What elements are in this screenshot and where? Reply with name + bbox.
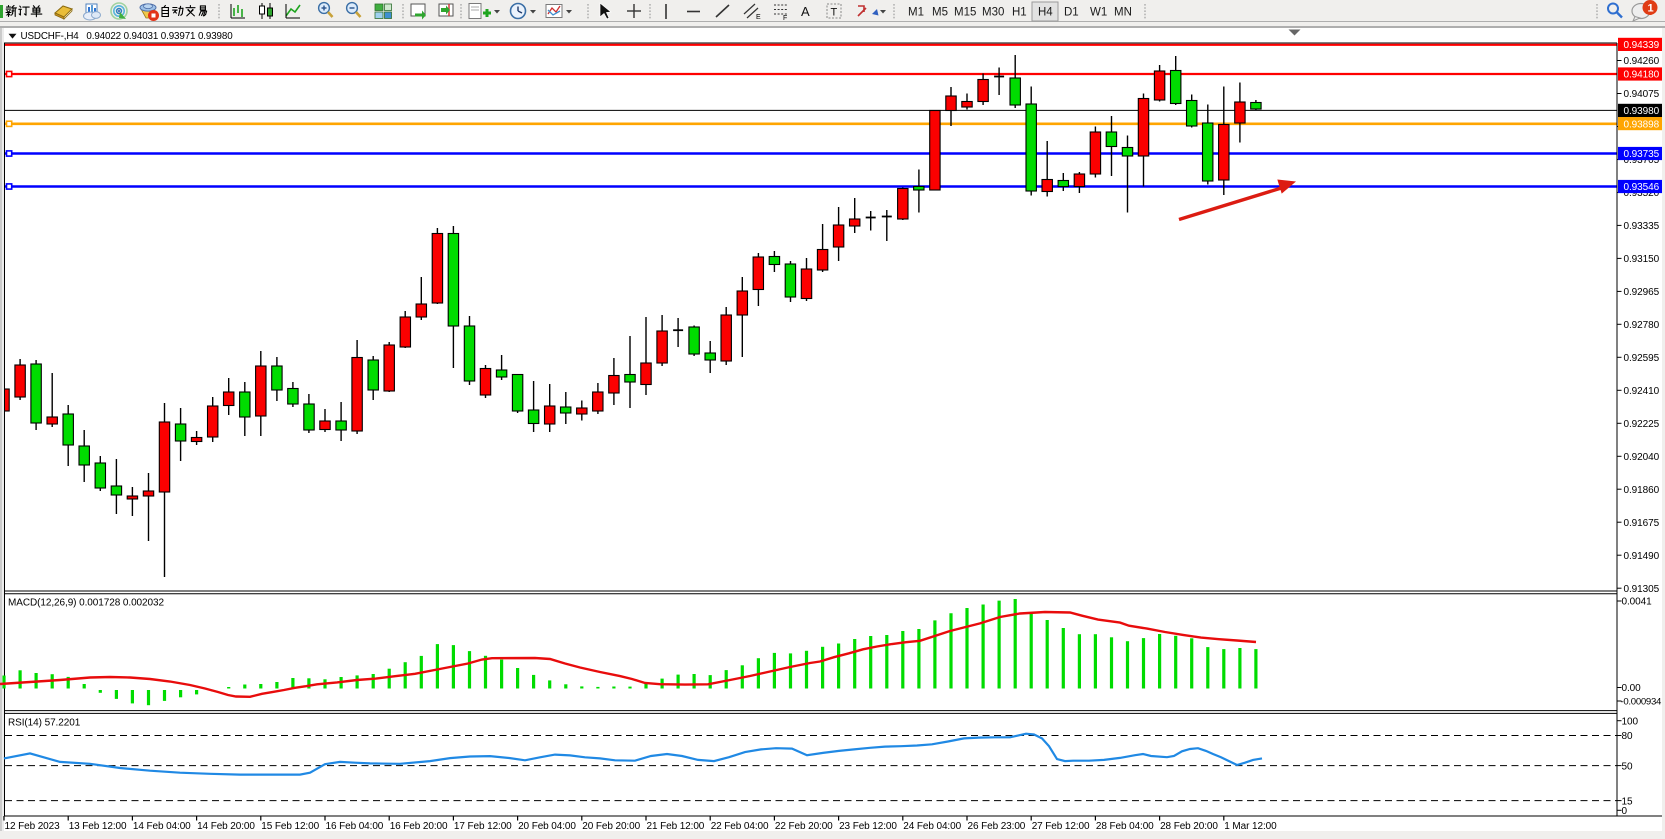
svg-text:80: 80 <box>1622 731 1633 742</box>
svg-text:M5: M5 <box>932 7 948 19</box>
svg-text:16 Feb 20:00: 16 Feb 20:00 <box>390 821 448 832</box>
svg-text:17 Feb 12:00: 17 Feb 12:00 <box>454 821 512 832</box>
svg-text:0.0041: 0.0041 <box>1622 597 1653 608</box>
svg-text:1: 1 <box>1648 3 1654 15</box>
svg-text:0.93980: 0.93980 <box>1624 106 1660 117</box>
svg-text:0.94075: 0.94075 <box>1624 89 1660 100</box>
svg-text:27 Feb 12:00: 27 Feb 12:00 <box>1032 821 1090 832</box>
svg-text:H4: H4 <box>1038 7 1053 19</box>
svg-text:12 Feb 2023: 12 Feb 2023 <box>5 821 61 832</box>
svg-text:D1: D1 <box>1064 7 1079 19</box>
svg-text:14 Feb 20:00: 14 Feb 20:00 <box>197 821 255 832</box>
svg-text:28 Feb 04:00: 28 Feb 04:00 <box>1096 821 1154 832</box>
svg-text:0.91305: 0.91305 <box>1624 584 1660 595</box>
svg-text:15 Feb 12:00: 15 Feb 12:00 <box>261 821 319 832</box>
svg-text:M30: M30 <box>982 7 1004 19</box>
svg-text:26 Feb 23:00: 26 Feb 23:00 <box>968 821 1026 832</box>
svg-text:0.92225: 0.92225 <box>1624 419 1660 430</box>
svg-text:1 Mar 12:00: 1 Mar 12:00 <box>1224 821 1277 832</box>
svg-text:H1: H1 <box>1012 7 1027 19</box>
svg-text:0.94339: 0.94339 <box>1624 40 1660 51</box>
svg-text:13 Feb 12:00: 13 Feb 12:00 <box>69 821 127 832</box>
svg-text:0.92410: 0.92410 <box>1624 386 1660 397</box>
svg-text:0.92040: 0.92040 <box>1624 452 1660 463</box>
svg-text:-0.000934: -0.000934 <box>1621 697 1662 708</box>
svg-text:21 Feb 12:00: 21 Feb 12:00 <box>647 821 705 832</box>
svg-text:USDCHF-,H4 0.94022 0.94031 0: USDCHF-,H4 0.94022 0.94031 0.93971 0.939… <box>21 31 234 42</box>
svg-text:0.92595: 0.92595 <box>1624 353 1660 364</box>
svg-text:0.93335: 0.93335 <box>1624 221 1660 232</box>
svg-text:20 Feb 20:00: 20 Feb 20:00 <box>582 821 640 832</box>
svg-text:0.91490: 0.91490 <box>1624 551 1660 562</box>
svg-text:0.93705: 0.93705 <box>1624 155 1660 166</box>
svg-text:22 Feb 20:00: 22 Feb 20:00 <box>775 821 833 832</box>
svg-text:22 Feb 04:00: 22 Feb 04:00 <box>711 821 769 832</box>
svg-text:M15: M15 <box>954 7 976 19</box>
svg-text:24 Feb 04:00: 24 Feb 04:00 <box>903 821 961 832</box>
svg-text:28 Feb 20:00: 28 Feb 20:00 <box>1160 821 1218 832</box>
svg-text:23 Feb 12:00: 23 Feb 12:00 <box>839 821 897 832</box>
svg-text:0.92965: 0.92965 <box>1624 287 1660 298</box>
svg-text:0.00: 0.00 <box>1622 683 1642 694</box>
svg-text:F: F <box>783 15 787 22</box>
svg-text:0.93898: 0.93898 <box>1624 119 1660 130</box>
svg-text:15: 15 <box>1622 796 1633 807</box>
svg-text:T: T <box>831 7 838 19</box>
svg-text:0.93546: 0.93546 <box>1624 182 1660 193</box>
svg-text:0.93150: 0.93150 <box>1624 254 1660 265</box>
svg-text:0: 0 <box>1622 806 1628 817</box>
svg-text:A: A <box>801 4 810 19</box>
svg-text:16 Feb 04:00: 16 Feb 04:00 <box>326 821 384 832</box>
svg-text:E: E <box>756 14 761 21</box>
svg-text:0.94260: 0.94260 <box>1624 56 1660 67</box>
svg-text:0.91860: 0.91860 <box>1624 485 1660 496</box>
svg-text:0.92780: 0.92780 <box>1624 320 1660 331</box>
svg-text:MACD(12,26,9) 0.001728 0.00203: MACD(12,26,9) 0.001728 0.002032 <box>8 598 164 609</box>
svg-text:W1: W1 <box>1090 7 1107 19</box>
svg-text:0.91675: 0.91675 <box>1624 518 1660 529</box>
svg-text:0.93735: 0.93735 <box>1624 149 1660 160</box>
svg-text:M1: M1 <box>908 7 924 19</box>
svg-text:0.93520: 0.93520 <box>1624 188 1660 199</box>
svg-text:0.94180: 0.94180 <box>1624 70 1660 81</box>
svg-text:MN: MN <box>1114 7 1132 19</box>
svg-text:14 Feb 04:00: 14 Feb 04:00 <box>133 821 191 832</box>
svg-text:50: 50 <box>1622 761 1633 772</box>
svg-text:RSI(14) 57.2201: RSI(14) 57.2201 <box>8 718 81 729</box>
svg-text:100: 100 <box>1622 716 1639 727</box>
svg-text:20 Feb 04:00: 20 Feb 04:00 <box>518 821 576 832</box>
